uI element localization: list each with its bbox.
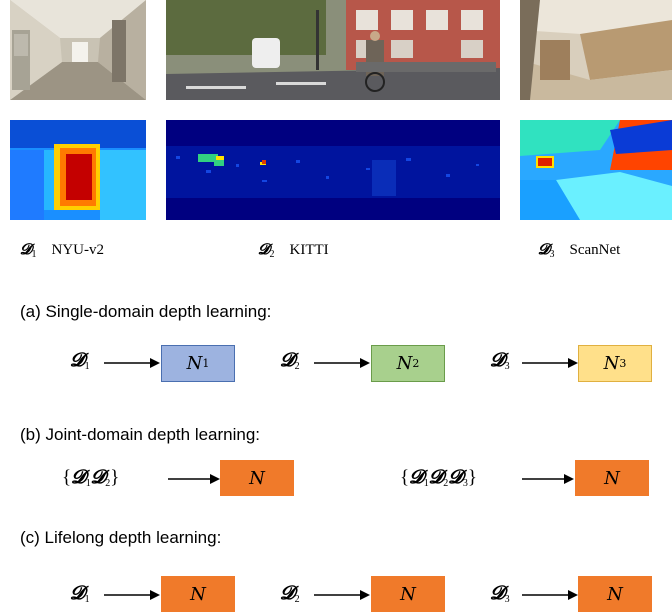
model-box-joint-2: N [575, 460, 649, 496]
arrow-lifelong-1 [104, 590, 160, 600]
dataset-name: ScanNet [569, 242, 621, 258]
lifelong-input-d3: 𝓓3 [490, 582, 510, 605]
nyu-rgb-image [10, 0, 146, 100]
arrow-lifelong-3 [522, 590, 578, 600]
dataset-label-scannet: 𝓓3 ScanNet [538, 240, 621, 260]
dataset-name: NYU-v2 [51, 242, 105, 258]
arrow-joint-1 [168, 474, 220, 484]
single-input-d2: 𝓓2 [280, 349, 300, 372]
dataset-label-nyu: 𝓓1 NYU-v2 [20, 240, 105, 260]
single-input-d3: 𝓓3 [490, 349, 510, 372]
section-title-single-domain: (a) Single-domain depth learning: [20, 302, 272, 321]
arrow-single-1 [104, 358, 160, 368]
scannet-depth-map [520, 120, 672, 220]
joint-input-d1-d2-d3: {𝓓1𝓓2𝓓3} [400, 466, 477, 489]
model-box-lifelong-1: N [161, 576, 235, 612]
lifelong-input-d1: 𝓓1 [70, 582, 90, 605]
model-box-joint-1: N [220, 460, 294, 496]
dataset-name: KITTI [289, 242, 329, 258]
scannet-rgb-image [520, 0, 672, 100]
section-title-lifelong: (c) Lifelong depth learning: [20, 528, 222, 547]
single-input-d1: 𝓓1 [70, 349, 90, 372]
lifelong-input-d2: 𝓓2 [280, 582, 300, 605]
dataset-label-kitti: 𝓓2 KITTI [258, 240, 329, 260]
arrow-joint-2 [522, 474, 574, 484]
kitti-depth-map [166, 120, 500, 220]
joint-input-d1-d2: {𝓓1𝓓2} [62, 466, 120, 489]
section-title-joint-domain: (b) Joint-domain depth learning: [20, 425, 261, 444]
arrow-single-2 [314, 358, 370, 368]
kitti-rgb-image [166, 0, 500, 100]
arrow-single-3 [522, 358, 578, 368]
model-box-lifelong-2: N [371, 576, 445, 612]
arrow-lifelong-2 [314, 590, 370, 600]
nyu-depth-map [10, 120, 146, 220]
model-box-lifelong-3: N [578, 576, 652, 612]
